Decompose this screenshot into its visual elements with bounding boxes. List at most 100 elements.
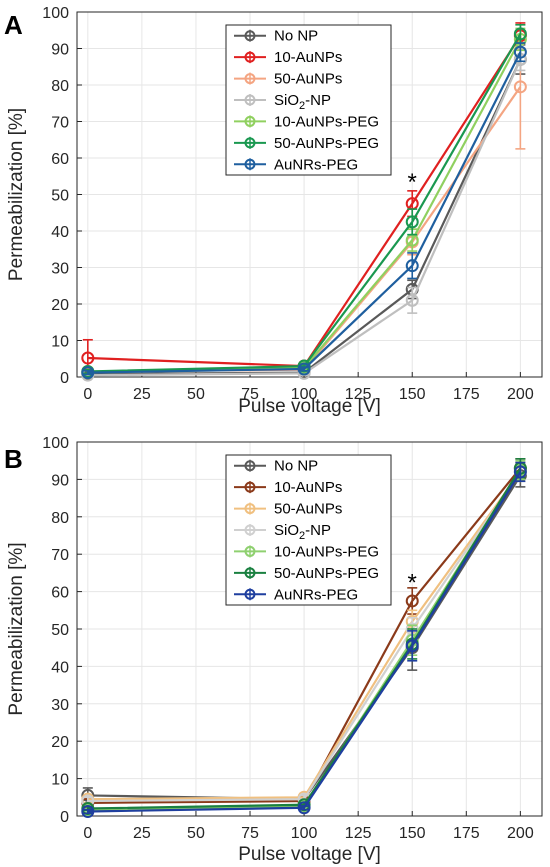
legend-label: SiO2-NP [274,522,331,542]
data-point [513,80,527,94]
legend-item: 50-AuNPs [234,501,342,518]
x-tick-label: 75 [241,825,259,842]
legend-item: 50-AuNPs-PEG [234,135,379,152]
legend: No NP 10-AuNPs 50-AuNPs SiO2-NP10-AuNPs-PEG… [225,24,392,176]
legend-swatch-marker [244,94,256,106]
legend-label: 10-AuNPs [274,479,342,496]
legend-item: No NP [234,28,318,45]
series-line [87,471,522,803]
x-tick-label: 200 [507,386,534,403]
data-point [513,27,527,41]
data-point [81,351,95,365]
y-tick-label: 60 [51,585,69,602]
legend-swatch-marker [244,73,256,85]
series-line [87,467,522,810]
series-line [87,467,522,805]
y-tick-label: 40 [51,224,69,241]
series-line [87,35,522,368]
y-tick-label: 80 [51,78,69,95]
x-tick-label: 0 [83,386,92,403]
x-tick-label: 100 [291,825,318,842]
significance-annotation: * [408,569,417,596]
y-tick-label: 30 [51,261,69,278]
y-axis-label: Permeabilization [%] [6,542,27,715]
chart-panel-A: 0 25 50 75 100 125 150 175 200 0 10 20 30 40 50 60 70 80 9… [4,5,543,417]
legend-item: 50-AuNPs [234,71,342,88]
x-tick-label: 25 [133,825,151,842]
y-tick-label: 50 [51,188,69,205]
legend-label: No NP [274,28,318,45]
series-aunrs-peg [81,461,527,819]
legend: No NP 10-AuNPs 50-AuNPs SiO2-NP10-AuNPs-PEG… [225,454,392,606]
y-tick-label: 10 [51,772,69,789]
x-tick-label: 125 [345,386,372,403]
legend-box [225,454,392,606]
data-point [513,465,527,479]
legend-label: 50-AuNPs-PEG [274,135,379,152]
legend-label: 10-AuNPs-PEG [274,113,379,130]
legend-item: 50-AuNPs-PEG [234,565,379,582]
legend-swatch-marker [244,460,256,472]
legend-item: 10-AuNPs-PEG [234,543,379,560]
x-tick-label: 100 [291,386,318,403]
legend-swatch-marker [244,51,256,63]
chart-panel-B: 0 25 50 75 100 125 150 175 200 0 10 20 30 40 50 60 70 80 9… [4,435,543,865]
data-point [513,45,527,59]
legend-item: 10-AuNPs [234,479,342,496]
legend-label: 10-AuNPs [274,49,342,66]
legend-label: 50-AuNPs-PEG [274,565,379,582]
legend-item: SiO2-NP [234,522,331,542]
panel-label: B [4,444,23,474]
y-tick-label: 90 [51,42,69,59]
legend-label: 10-AuNPs-PEG [274,543,379,560]
legend-item: AuNRs-PEG [234,156,358,173]
panel-label: A [4,10,23,40]
y-tick-label: 0 [60,370,69,387]
series-line [87,51,522,374]
legend-swatch-marker [244,30,256,42]
series-line [87,33,522,373]
legend-swatch-marker [244,503,256,515]
legend-item: 10-AuNPs-PEG [234,113,379,130]
legend-swatch-marker [244,524,256,536]
y-tick-label: 30 [51,697,69,714]
y-tick-label: 20 [51,297,69,314]
y-tick-label: 50 [51,622,69,639]
legend-item: 10-AuNPs [234,49,342,66]
x-axis-label: Pulse voltage [V] [238,396,381,417]
y-axis-label: Permeabilization [%] [6,108,27,281]
legend-label: 50-AuNPs [274,501,342,518]
legend-label: AuNRs-PEG [274,156,358,173]
series-line [87,471,522,813]
data-point [81,366,95,380]
y-tick-label: 70 [51,547,69,564]
legend-label: No NP [274,458,318,475]
y-tick-label: 10 [51,334,69,351]
series-line [87,471,522,801]
y-tick-label: 20 [51,734,69,751]
data-point [405,215,419,229]
legend-swatch-marker [244,588,256,600]
series-line [87,58,522,377]
x-tick-label: 150 [399,386,426,403]
y-tick-label: 60 [51,151,69,168]
x-tick-label: 175 [453,825,480,842]
legend-item: No NP [234,458,318,475]
y-tick-label: 40 [51,659,69,676]
legend-swatch-marker [244,567,256,579]
y-tick-label: 0 [60,809,69,826]
x-tick-label: 175 [453,386,480,403]
data-point [405,639,419,653]
legend-swatch-marker [244,158,256,170]
x-tick-label: 0 [83,825,92,842]
series-aunrs-peg [81,42,527,380]
x-tick-label: 75 [241,386,259,403]
legend-swatch-marker [244,545,256,557]
y-tick-label: 80 [51,510,69,527]
data-point [405,594,419,608]
legend-swatch-marker [244,137,256,149]
x-tick-label: 150 [399,825,426,842]
y-tick-label: 90 [51,472,69,489]
legend-swatch-marker [244,115,256,127]
